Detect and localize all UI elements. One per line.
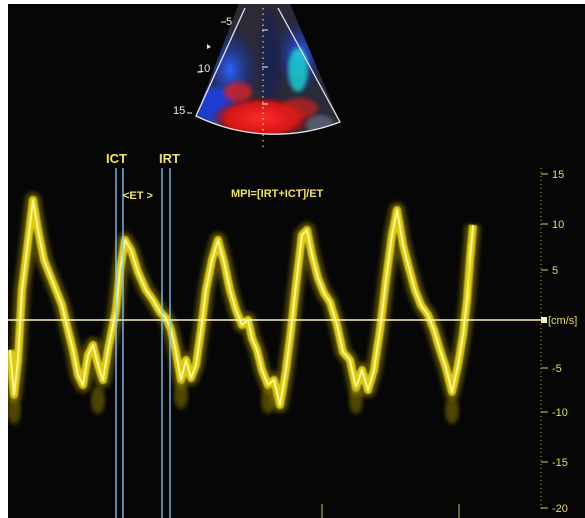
- depth-tick-15: 15: [173, 105, 185, 117]
- baseline-marker-icon: [541, 317, 547, 323]
- depth-tick-10: 10: [198, 63, 210, 75]
- et-label: <ET >: [123, 190, 153, 202]
- sector-orientation-marker-icon: [207, 44, 211, 49]
- velocity-tick-label: 15: [552, 169, 564, 181]
- echo-sector-image: [195, 4, 341, 150]
- spectral-smear: [445, 396, 459, 424]
- doppler-canvas: 5 10 15 ICT IRT <ET > MPI=[IRT+ICT]/ET: [8, 4, 577, 518]
- velocity-tick-label: 10: [552, 219, 564, 231]
- spectral-smear: [8, 396, 21, 424]
- sector-depth-scale: 5 10 15: [173, 16, 232, 117]
- velocity-tick-label: -20: [552, 503, 568, 515]
- irt-label: IRT: [159, 151, 180, 166]
- velocity-unit-label: [cm/s]: [548, 315, 577, 327]
- velocity-scale: 15 10 5 -5 -10 -15 -20: [540, 168, 568, 515]
- velocity-tick-label: -5: [552, 363, 562, 375]
- depth-tick-5: 5: [226, 16, 232, 28]
- mpi-formula-label: MPI=[IRT+ICT]/ET: [231, 188, 324, 200]
- spectral-smear: [91, 386, 105, 414]
- spectral-smear: [349, 386, 363, 414]
- ultrasound-display: 5 10 15 ICT IRT <ET > MPI=[IRT+ICT]/ET: [8, 4, 585, 518]
- velocity-tick-label: 5: [552, 265, 558, 277]
- velocity-tick-label: -15: [552, 457, 568, 469]
- timing-marker-lines: [115, 168, 171, 518]
- waveform-trace: [9, 199, 474, 406]
- time-markers: [321, 244, 470, 518]
- spectral-smear: [174, 381, 188, 409]
- ict-label: ICT: [106, 151, 127, 166]
- tissue-doppler-waveform: [8, 192, 481, 424]
- velocity-tick-label: -10: [552, 407, 568, 419]
- spectral-smear: [261, 386, 275, 414]
